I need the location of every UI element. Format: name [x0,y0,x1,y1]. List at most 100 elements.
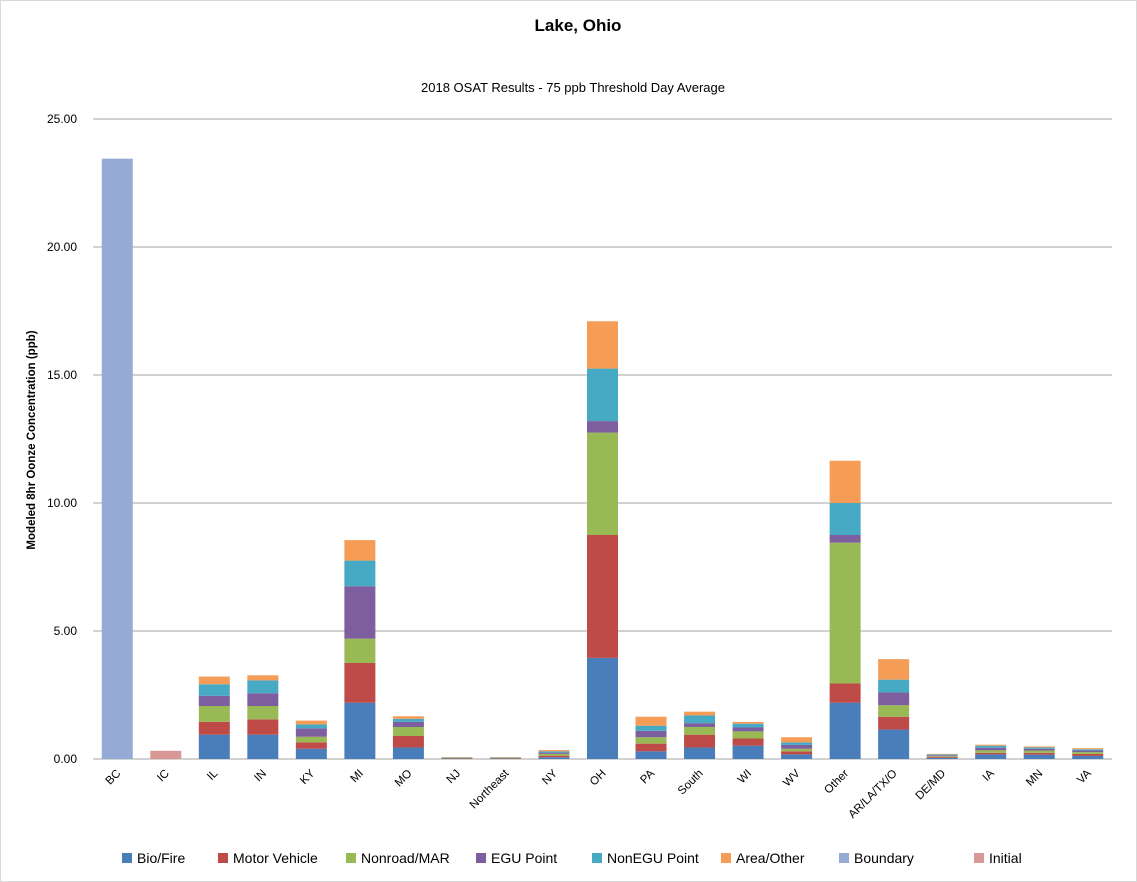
legend-swatch [839,853,849,863]
y-tick-label: 20.00 [47,240,77,254]
y-axis-ticks: 0.00 5.00 10.00 15.00 20.00 25.00 [47,112,77,766]
legend-label: NonEGU Point [607,850,699,866]
bar-segment [344,702,376,759]
bar-segment [198,684,230,696]
bar-segment [975,750,1007,753]
bar-segment [392,716,424,719]
legend-label: Area/Other [736,850,805,866]
bar-segment [441,757,473,759]
bar-segment [587,535,618,658]
bar-segment [1072,748,1104,750]
y-tick-label: 10.00 [47,496,77,510]
bar-segment [732,727,764,732]
bar-segment [829,460,861,503]
bar-segment [247,719,279,735]
bar-segment [635,716,667,726]
bar-segment [247,734,279,759]
bar-segment [295,728,327,737]
bar-segment [1072,749,1104,751]
x-tick-label: Northeast [468,767,512,811]
bar-segment [878,716,910,730]
bar-segment [732,731,764,739]
bar-segment [247,693,279,707]
bar-segment [975,747,1007,751]
bar-segment [441,758,473,759]
bar-segment [392,718,424,722]
bar-segment [926,755,958,756]
bar-segment [781,751,813,755]
y-tick-label: 0.00 [54,752,78,766]
bar-segment [392,727,424,736]
bar-segment [150,750,182,759]
x-tick-label: South [676,768,706,798]
x-axis-ticks: BC IC IL IN KY MI MO NJ Northeast NY OH PA South WI WV… [104,767,1094,821]
bar-segment [781,754,813,759]
bar-segment [489,758,521,759]
bar-segment [975,754,1007,759]
bar-segment [878,679,910,693]
bar-segment [684,747,716,759]
bar-segment [684,727,716,735]
bar-segment [878,692,910,706]
bar-segment [926,754,958,756]
bar-segment [732,721,764,724]
x-tick-label: AR/LA/TX/O [847,768,900,821]
legend: Bio/Fire Motor Vehicle Nonroad/MAR EGU Poin… [122,850,1022,866]
legend-swatch [122,853,132,863]
bar-segment [198,695,230,707]
y-axis-label: Modeled 8hr Oonze Concentration (ppb) [26,330,38,549]
bar-segment [926,757,958,759]
bar-segment [781,748,813,752]
bar-segment [732,738,764,746]
legend-label: EGU Point [491,850,557,866]
bar-segment [829,702,861,759]
x-tick-label: DE/MD [914,768,949,803]
bar-segment [538,751,570,753]
bar-segment [441,757,473,759]
x-tick-label: IA [981,767,997,783]
bar-segment [829,503,861,535]
bar-segment [1023,748,1055,751]
bar-segment [781,742,813,745]
bar-segment [247,706,279,720]
chart-title: Lake, Ohio [535,16,622,35]
legend-swatch [974,853,984,863]
bar-segment [781,744,813,749]
bar-segment [587,368,618,422]
bar-segment [732,723,764,728]
bar-segment [538,757,570,759]
bar-segment [587,657,618,759]
bar-segment [878,659,910,680]
bar-segment [587,432,618,535]
bar-segment [635,725,667,731]
bar-segment [587,421,618,433]
bar-segment [1072,752,1104,754]
x-tick-label: Other [822,768,851,797]
bar-segment [441,757,473,758]
bar-segment [392,721,424,727]
bar-segment [247,675,279,681]
bar-segment [829,535,861,543]
bar-segment [538,755,570,758]
bar-segment [198,721,230,735]
legend-swatch [218,853,228,863]
bar-segment [489,757,521,758]
chart-subtitle: 2018 OSAT Results - 75 ppb Threshold Day… [421,80,725,95]
y-tick-label: 15.00 [47,368,77,382]
bar-segment [489,757,521,759]
bar-segment [635,751,667,759]
x-tick-label: KY [298,767,318,787]
y-tick-label: 5.00 [54,624,78,638]
bar-segment [926,753,958,755]
bar-segment [295,748,327,759]
bar-segment [684,734,716,748]
bar-segment [489,757,521,759]
bar-segment [926,755,958,757]
x-tick-label: MO [393,768,415,790]
bar-segment [247,680,279,694]
legend-label: Nonroad/MAR [361,850,450,866]
x-tick-label: OH [588,768,609,789]
bar-segment [538,753,570,756]
